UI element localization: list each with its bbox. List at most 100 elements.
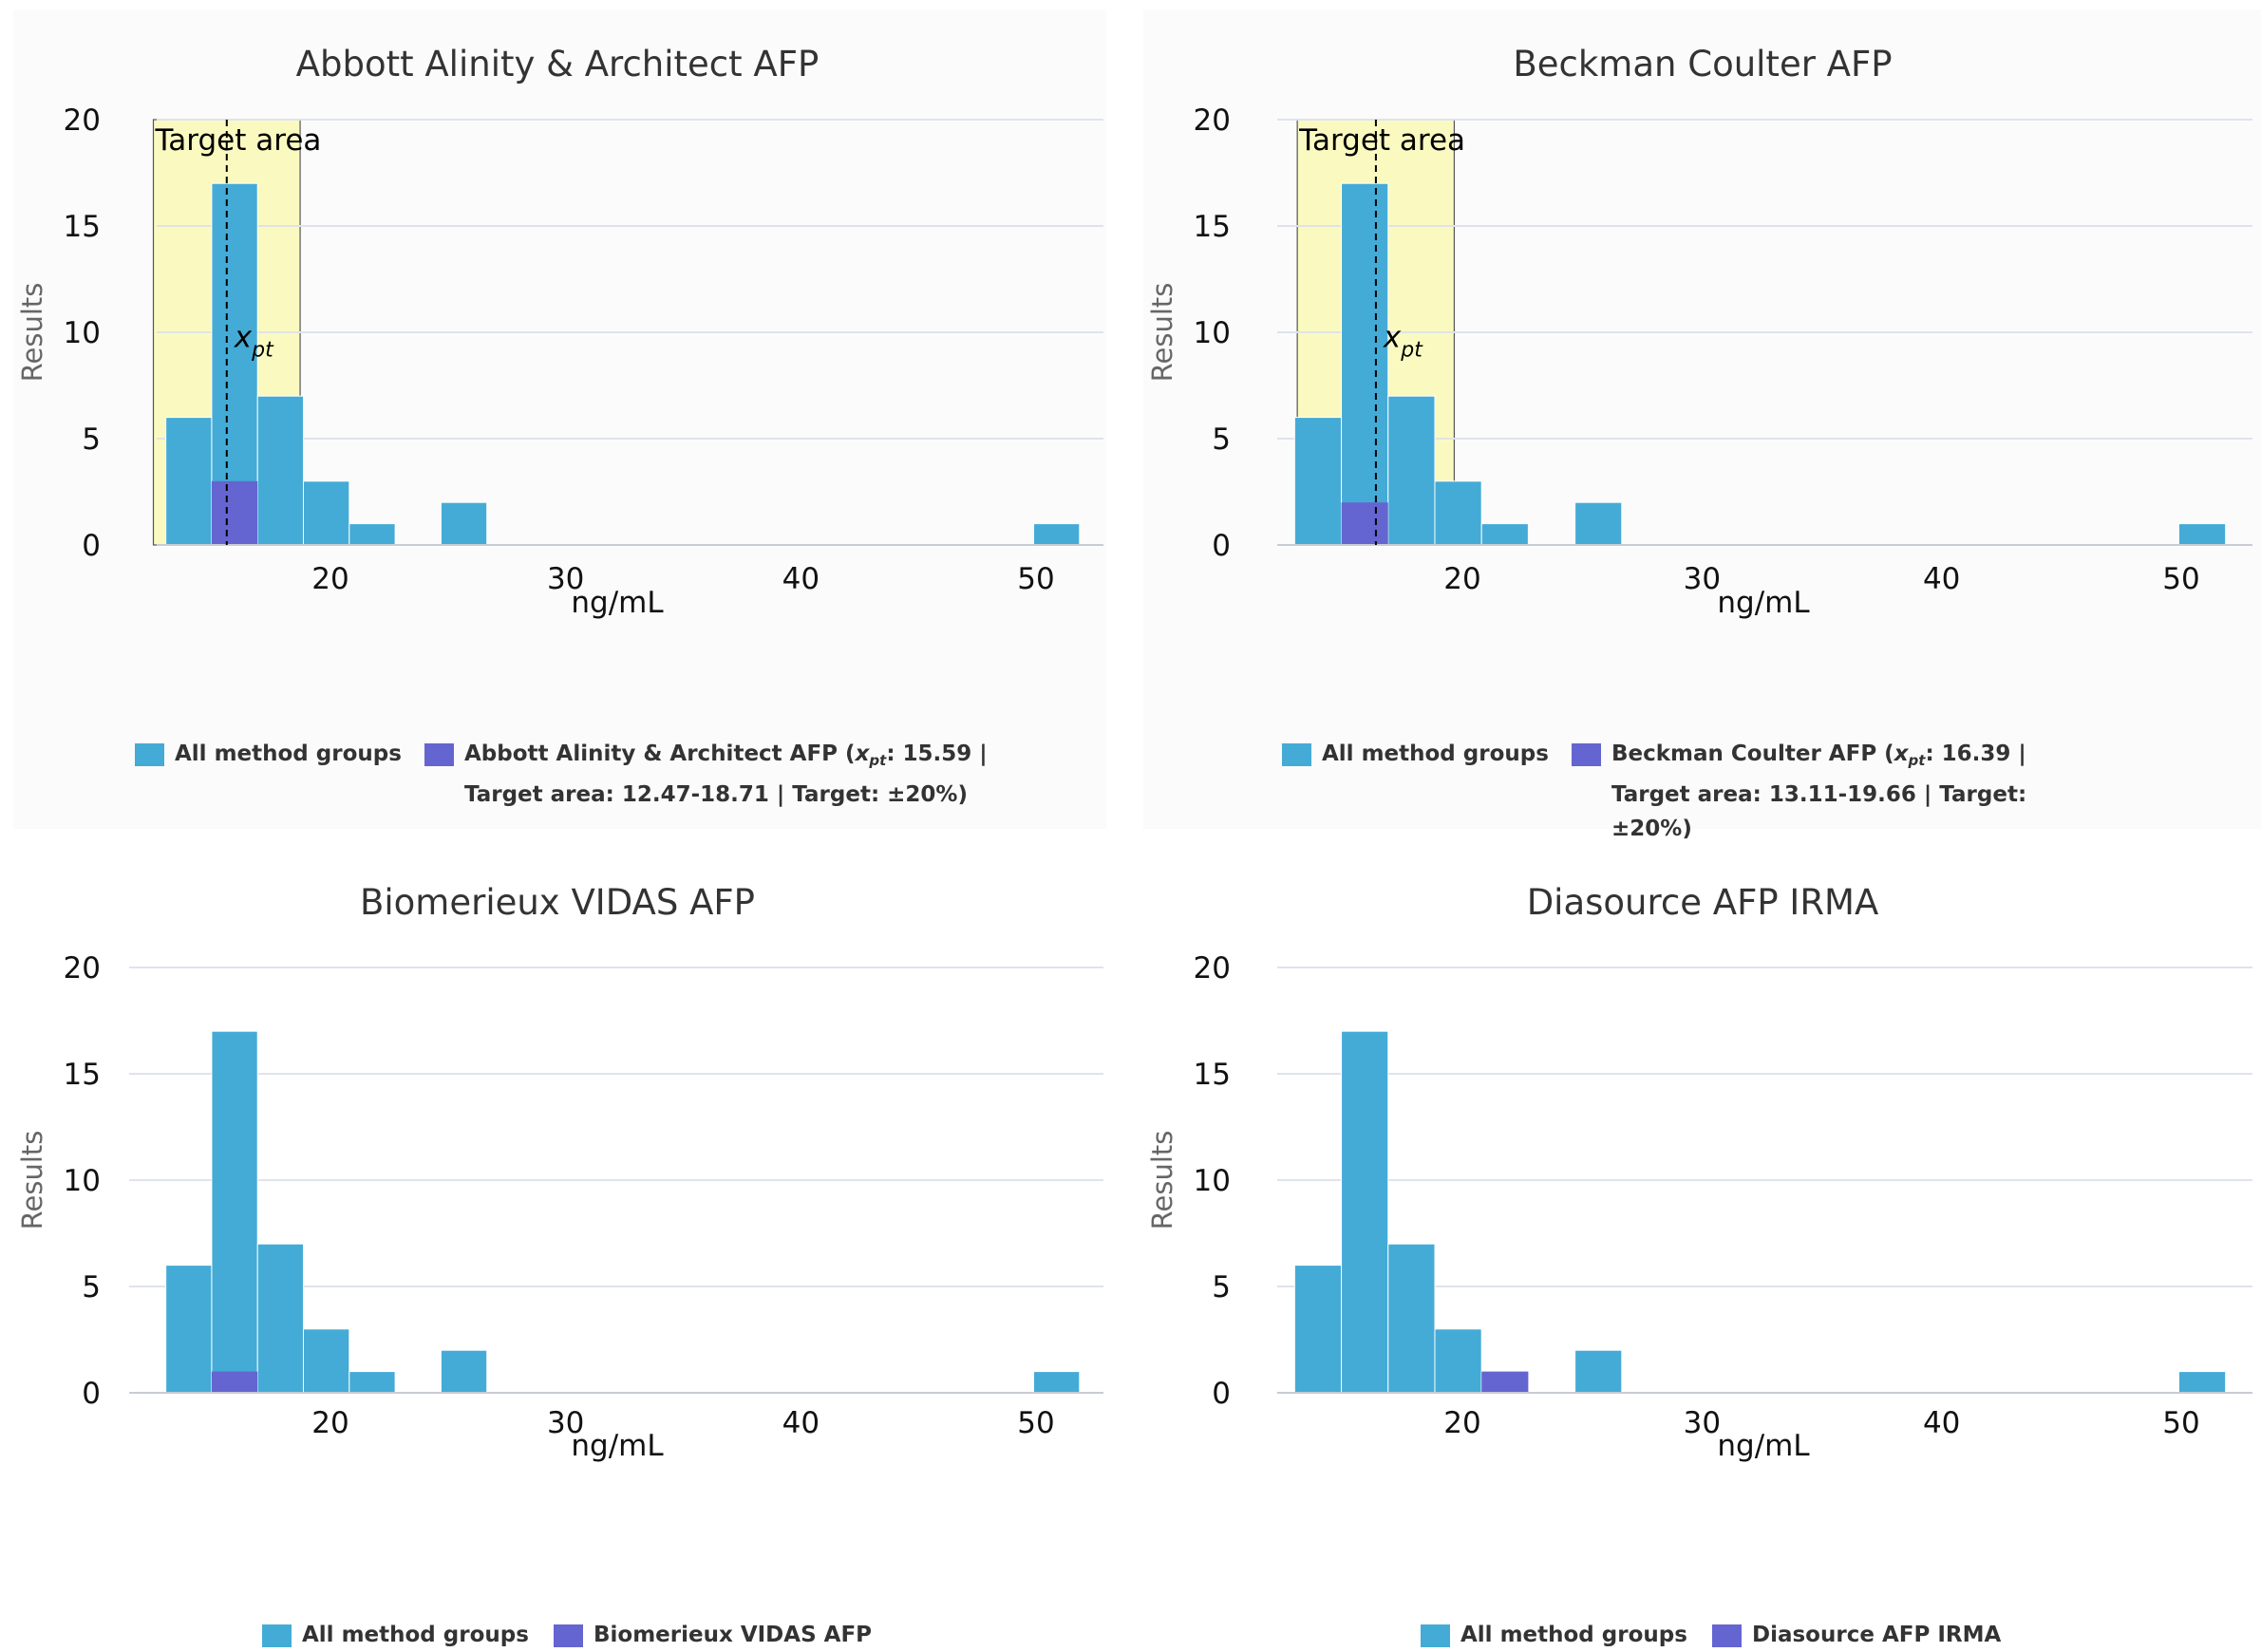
- legend-swatch-method: [554, 1624, 583, 1647]
- x-tick-label: 50: [2162, 562, 2199, 596]
- bar-all-groups: [440, 1349, 488, 1394]
- bar-all-groups: [256, 395, 305, 546]
- legend-label-method: Abbott Alinity & Architect AFP (xpt: 15.…: [464, 742, 988, 807]
- bar-method: [1341, 502, 1388, 545]
- y-tick-label: 15: [64, 1058, 101, 1092]
- bar-method: [211, 480, 258, 545]
- bar-method: [1481, 1371, 1529, 1393]
- chart-panel-diasource: Diasource AFP IRMA 0 5 10 15 20 20 30 40 50 Result…: [1130, 848, 2261, 1652]
- x-tick-label: 40: [1923, 1406, 1960, 1440]
- chart-svg: Abbott Alinity & Architect AFP 0 5 10 15 20 20…: [13, 9, 1106, 829]
- x-tick-label: 30: [547, 1406, 584, 1440]
- bar-all-groups: [1341, 182, 1389, 546]
- bar-all-groups: [303, 480, 350, 546]
- bar-all-groups: [1293, 1265, 1343, 1394]
- chart-panel-abbott: Abbott Alinity & Architect AFP 0 5 10 15 20 20…: [0, 0, 1130, 835]
- bar-all-groups: [1033, 523, 1081, 546]
- x-axis-label: ng/mL: [571, 586, 664, 620]
- legend-label-all: All method groups: [1460, 1623, 1687, 1647]
- legend-swatch-all: [1421, 1624, 1450, 1647]
- x-axis-label: ng/mL: [1717, 1429, 1810, 1463]
- legend-swatch-all: [1282, 743, 1311, 766]
- chart-legend: All method groups Abbott Alinity & Archi…: [133, 737, 1121, 813]
- chart-panel-biomerieux: Biomerieux VIDAS AFP 0 5 10 15 20 20 30 40 50 Resu…: [0, 848, 1130, 1652]
- x-tick-label: 20: [1443, 1406, 1480, 1440]
- y-tick-label: 10: [1194, 316, 1231, 350]
- y-tick-label: 5: [1212, 1270, 1231, 1305]
- x-tick-label: 30: [547, 562, 584, 596]
- target-area-label: Target area: [1298, 123, 1465, 158]
- chart-title: Diasource AFP IRMA: [1527, 882, 1879, 923]
- chart-title: Beckman Coulter AFP: [1513, 44, 1892, 84]
- bar-all-groups: [1574, 501, 1623, 546]
- x-tick-label: 20: [1443, 562, 1480, 596]
- bar-all-groups: [440, 501, 488, 546]
- bar-all-groups: [256, 1243, 305, 1394]
- y-tick-label: 5: [82, 422, 101, 457]
- y-tick-label: 15: [64, 210, 101, 244]
- bar-all-groups: [1574, 1349, 1623, 1394]
- x-tick-label: 40: [1923, 562, 1960, 596]
- y-tick-label: 10: [64, 1164, 101, 1198]
- y-tick-label: 5: [1212, 422, 1231, 457]
- bar-all-groups: [165, 1265, 213, 1394]
- bar-all-groups: [1387, 1243, 1436, 1394]
- bar-all-groups: [211, 1030, 258, 1394]
- y-tick-label: 10: [64, 316, 101, 350]
- x-tick-label: 40: [782, 1406, 820, 1440]
- chart-legend: All method groups Biomerieux VIDAS AFP: [262, 1618, 1022, 1652]
- bar-method: [211, 1371, 258, 1393]
- x-tick-label: 20: [311, 1406, 349, 1440]
- legend-label-all: All method groups: [302, 1623, 529, 1647]
- chart-legend: All method groups Diasource AFP IRMA: [1421, 1618, 2180, 1652]
- chart-legend: All method groups Beckman Coulter AFP (x…: [1282, 737, 2251, 841]
- legend-label-method: Biomerieux VIDAS AFP: [594, 1623, 873, 1647]
- chart-svg: Diasource AFP IRMA 0 5 10 15 20 20 30 40 50 Result…: [1146, 882, 2252, 1463]
- bar-all-groups: [349, 523, 396, 546]
- chart-title: Abbott Alinity & Architect AFP: [296, 44, 820, 84]
- y-tick-label: 5: [82, 1270, 101, 1305]
- bar-all-groups: [349, 1371, 396, 1394]
- x-tick-label: 50: [2162, 1406, 2199, 1440]
- y-tick-label: 0: [82, 1377, 101, 1411]
- bar-all-groups: [303, 1328, 350, 1394]
- x-axis-label: ng/mL: [571, 1429, 664, 1463]
- legend-swatch-all: [135, 743, 164, 766]
- xpt-subscript: pt: [251, 339, 274, 363]
- x-tick-label: 50: [1017, 1406, 1054, 1440]
- legend-label-method: Diasource AFP IRMA: [1752, 1623, 2002, 1647]
- xpt-subscript: pt: [1400, 339, 1423, 363]
- legend-label-method: Beckman Coulter AFP (xpt: 16.39 | Target…: [1611, 742, 2027, 841]
- bar-all-groups: [1293, 417, 1343, 546]
- bar-all-groups: [1480, 523, 1529, 546]
- y-tick-label: 20: [64, 103, 101, 138]
- y-tick-label: 0: [1212, 1377, 1231, 1411]
- bar-all-groups: [2177, 523, 2227, 546]
- chart-title: Biomerieux VIDAS AFP: [360, 882, 755, 923]
- bar-all-groups: [1434, 480, 1482, 546]
- bar-all-groups: [165, 417, 213, 546]
- y-tick-label: 20: [1194, 951, 1231, 986]
- legend-swatch-method: [1712, 1624, 1742, 1647]
- bar-all-groups: [1434, 1328, 1482, 1394]
- y-tick-label: 20: [1194, 103, 1231, 138]
- y-axis-label: Results: [1146, 283, 1178, 383]
- y-tick-label: 15: [1194, 210, 1231, 244]
- y-tick-label: 0: [82, 529, 101, 563]
- x-tick-label: 40: [782, 562, 820, 596]
- bar-all-groups: [1341, 1030, 1389, 1394]
- y-tick-label: 15: [1194, 1058, 1231, 1092]
- legend-swatch-method: [424, 743, 454, 766]
- x-tick-label: 30: [1684, 1406, 1721, 1440]
- y-axis-label: Results: [16, 283, 48, 383]
- y-tick-label: 20: [64, 951, 101, 986]
- y-tick-label: 10: [1194, 1164, 1231, 1198]
- bar-all-groups: [2177, 1371, 2227, 1394]
- legend-swatch-all: [262, 1624, 292, 1647]
- chart-svg: Biomerieux VIDAS AFP 0 5 10 15 20 20 30 40 50 Resu…: [16, 882, 1103, 1463]
- legend-swatch-method: [1572, 743, 1601, 766]
- y-tick-label: 0: [1212, 529, 1231, 563]
- y-axis-label: Results: [1146, 1131, 1178, 1230]
- x-tick-label: 50: [1017, 562, 1054, 596]
- chart-panel-beckman: Beckman Coulter AFP 0 5 10 15 20 20 30 40 50 Resul…: [1130, 0, 2261, 841]
